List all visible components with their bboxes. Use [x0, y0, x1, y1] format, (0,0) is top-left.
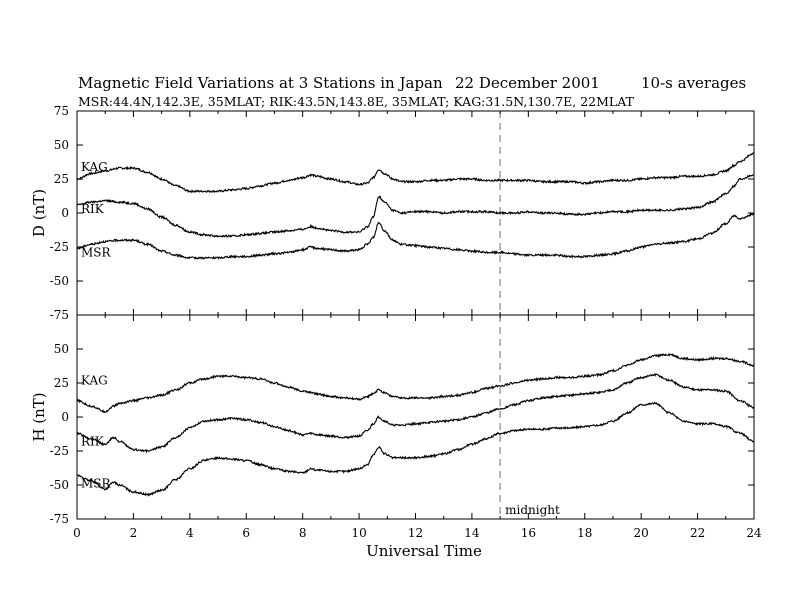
y-tick-label: 75 [54, 104, 69, 118]
x-tick-label: 24 [746, 526, 762, 540]
x-tick-label: 12 [408, 526, 423, 540]
bottom-panel-frame [76, 314, 755, 520]
y-tick-label: 0 [61, 410, 69, 424]
x-tick-label: 8 [299, 526, 307, 540]
series-line-msr [76, 212, 755, 261]
x-tick-label: 10 [351, 526, 366, 540]
series-label-rik: RIK [81, 202, 105, 216]
x-tick-label: 16 [521, 526, 536, 540]
series-label-msr: MSR [81, 476, 112, 490]
series-label-msr: MSR [81, 245, 112, 259]
midnight-label: midnight [505, 503, 560, 517]
y-tick-label: -75 [50, 308, 69, 322]
x-tick-label: 0 [73, 526, 81, 540]
x-tick-label: 14 [464, 526, 480, 540]
y-tick-label: 50 [54, 342, 69, 356]
top-y-axis-label: D (nT) [30, 189, 48, 237]
x-tick-label: 20 [634, 526, 649, 540]
y-tick-label: -75 [50, 512, 69, 526]
series-line-kag [76, 151, 755, 194]
y-tick-label: -50 [50, 478, 69, 492]
y-tick-label: -25 [50, 444, 69, 458]
bottom-y-axis-label: H (nT) [30, 392, 48, 441]
x-tick-label: 2 [130, 526, 138, 540]
y-tick-label: 0 [61, 206, 69, 220]
x-axis-label: Universal Time [366, 542, 482, 560]
y-tick-label: 25 [54, 376, 69, 390]
x-tick-label: 22 [690, 526, 705, 540]
series-line-rik [76, 372, 755, 454]
y-tick-label: 50 [54, 138, 69, 152]
chart-date: 22 December 2001 [455, 74, 600, 92]
series-line-rik [76, 174, 755, 238]
series-label-rik: RIK [81, 434, 105, 448]
chart-averaging-note: 10-s averages [641, 74, 746, 92]
x-tick-label: 4 [186, 526, 194, 540]
series-label-kag: KAG [81, 160, 108, 174]
x-tick-label: 18 [577, 526, 592, 540]
y-tick-label: 25 [54, 172, 69, 186]
x-tick-label: 6 [242, 526, 250, 540]
series-line-kag [76, 353, 755, 414]
series-line-msr [76, 401, 755, 497]
y-tick-label: -25 [50, 240, 69, 254]
chart-title: Magnetic Field Variations at 3 Stations … [78, 74, 443, 92]
station-coordinates: MSR:44.4N,142.3E, 35MLAT; RIK:43.5N,143.… [78, 94, 635, 109]
y-tick-label: -50 [50, 274, 69, 288]
series-label-kag: KAG [81, 374, 108, 388]
